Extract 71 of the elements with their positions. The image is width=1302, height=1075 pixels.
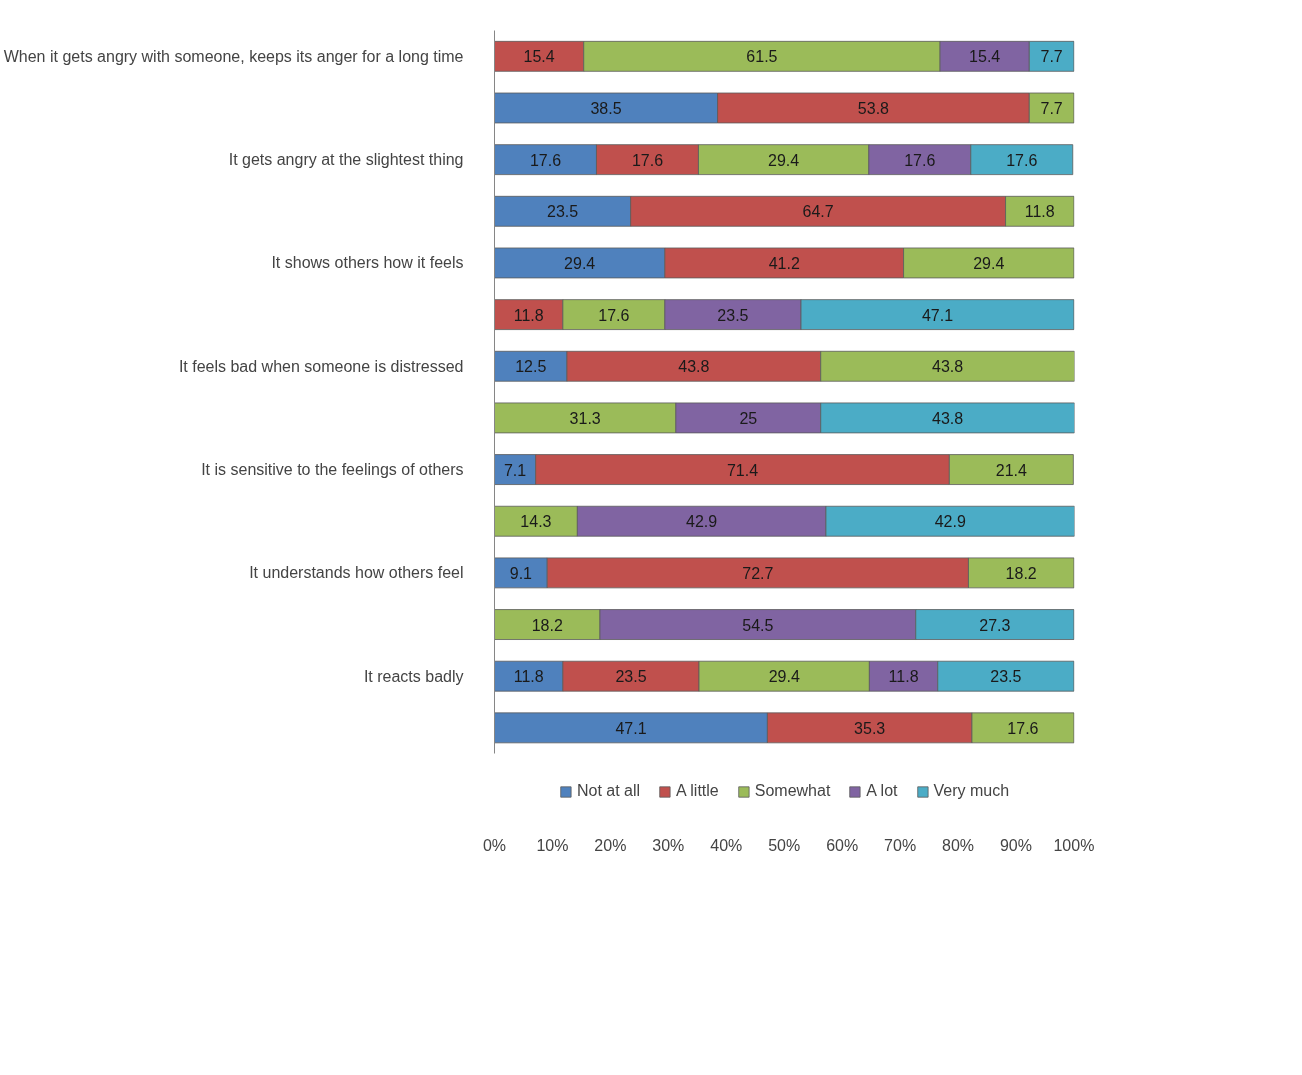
legend-label: A lot bbox=[866, 782, 898, 800]
data-label: 7.1 bbox=[503, 461, 527, 479]
x-tick-label: 10% bbox=[536, 836, 569, 854]
data-label: 23.5 bbox=[615, 668, 647, 686]
data-label: 17.6 bbox=[631, 151, 664, 169]
data-label: 17.6 bbox=[1007, 719, 1039, 737]
y-tick-label: It is sensitive to the feelings of others bbox=[201, 461, 464, 479]
data-label: 47.1 bbox=[615, 719, 647, 737]
data-label: 29.4 bbox=[768, 151, 800, 169]
data-label: 29.4 bbox=[768, 668, 800, 686]
y-tick-label: It shows others how it feels bbox=[271, 254, 464, 272]
data-label: 23.5 bbox=[717, 306, 749, 324]
data-label: 11.8 bbox=[513, 668, 544, 686]
data-label: 54.5 bbox=[742, 616, 774, 634]
data-label: 15.4 bbox=[523, 48, 555, 66]
legend-label: Very much bbox=[933, 782, 1010, 800]
data-label: 11.8 bbox=[513, 306, 544, 324]
data-label: 43.8 bbox=[932, 358, 964, 376]
data-label: 53.8 bbox=[857, 99, 890, 117]
data-label: 15.4 bbox=[969, 48, 1001, 66]
y-tick-label: It reacts badly bbox=[363, 667, 464, 685]
legend-label: Somewhat bbox=[754, 782, 831, 800]
data-label: 31.3 bbox=[569, 409, 601, 427]
x-tick-label: 30% bbox=[652, 836, 685, 854]
data-label: 35.3 bbox=[854, 719, 886, 737]
data-label: 64.7 bbox=[802, 203, 834, 221]
data-label: 18.2 bbox=[531, 616, 563, 634]
x-tick-label: 0% bbox=[482, 836, 507, 854]
data-label: 23.5 bbox=[547, 203, 579, 221]
legend-label: A little bbox=[676, 782, 719, 800]
y-tick-label: It feels bad when someone is distressed bbox=[178, 357, 464, 375]
data-label: 43.8 bbox=[932, 409, 964, 427]
x-tick-label: 70% bbox=[884, 836, 917, 854]
y-tick-label: It understands how others feel bbox=[249, 564, 464, 582]
data-label: 11.8 bbox=[888, 668, 919, 686]
legend-label: Not at all bbox=[576, 782, 641, 800]
data-label: 17.6 bbox=[598, 306, 630, 324]
data-label: 71.4 bbox=[726, 461, 759, 479]
data-label: 14.3 bbox=[520, 513, 552, 531]
x-tick-label: 100% bbox=[1053, 836, 1095, 854]
data-label: 42.9 bbox=[934, 513, 966, 531]
data-label: 23.5 bbox=[990, 668, 1022, 686]
data-label: 17.6 bbox=[904, 151, 936, 169]
data-label: 12.5 bbox=[515, 358, 547, 376]
data-label: 17.6 bbox=[1006, 151, 1038, 169]
data-label: 42.9 bbox=[686, 513, 718, 531]
x-tick-label: 90% bbox=[999, 836, 1032, 854]
data-label: 25 bbox=[739, 409, 758, 427]
data-label: 7.7 bbox=[1040, 48, 1063, 66]
data-label: 27.3 bbox=[979, 616, 1011, 634]
y-tick-label: It gets angry at the slightest thing bbox=[228, 151, 464, 169]
data-label: 43.8 bbox=[678, 358, 710, 376]
data-label: 11.8 bbox=[1024, 203, 1055, 221]
x-tick-label: 20% bbox=[594, 836, 627, 854]
data-label: 17.6 bbox=[529, 151, 562, 169]
x-tick-label: 60% bbox=[826, 836, 859, 854]
data-label: 9.1 bbox=[509, 564, 533, 582]
data-label: 72.7 bbox=[742, 564, 774, 582]
x-tick-label: 40% bbox=[710, 836, 743, 854]
data-label: 61.5 bbox=[746, 48, 778, 66]
data-label: 41.2 bbox=[768, 254, 800, 272]
data-label: 18.2 bbox=[1005, 564, 1037, 582]
data-label: 38.5 bbox=[590, 99, 622, 117]
data-label: 29.4 bbox=[564, 254, 596, 272]
x-tick-label: 80% bbox=[942, 836, 975, 854]
x-tick-label: 50% bbox=[768, 836, 801, 854]
data-label: 7.7 bbox=[1040, 99, 1063, 117]
y-tick-label: When it gets angry with someone, keeps its anger for a long time bbox=[3, 47, 464, 65]
data-label: 21.4 bbox=[995, 461, 1028, 479]
data-label: 47.1 bbox=[921, 306, 954, 324]
data-label: 29.4 bbox=[973, 254, 1005, 272]
